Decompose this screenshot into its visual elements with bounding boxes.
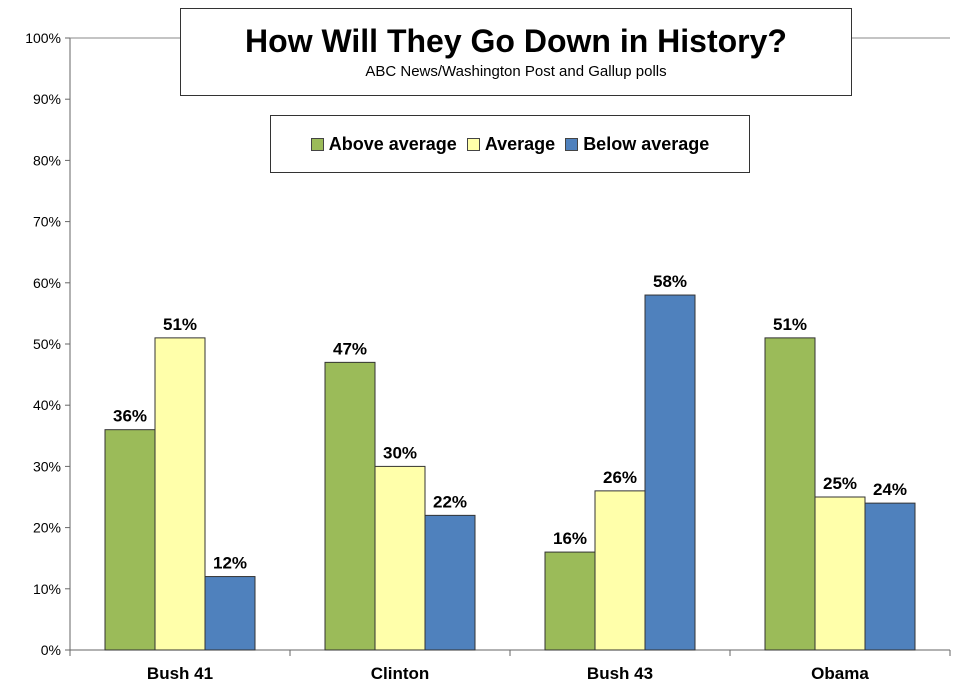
bars — [104, 294, 916, 651]
x-tick-label: Obama — [811, 664, 869, 683]
y-tick-label: 70% — [33, 214, 61, 230]
bar — [204, 576, 256, 651]
data-label: 47% — [333, 339, 367, 358]
legend-swatch-above-average — [310, 137, 324, 151]
data-label: 24% — [873, 480, 907, 499]
x-tick-label: Clinton — [371, 664, 430, 683]
bar — [814, 496, 866, 651]
data-label: 26% — [603, 468, 637, 487]
legend-label-below-average: Below average — [583, 133, 710, 154]
legend-label-above-average: Above average — [328, 133, 457, 154]
x-tick-label: Bush 41 — [147, 664, 213, 683]
data-label: 12% — [213, 554, 247, 573]
data-label: 51% — [163, 315, 197, 334]
bar — [154, 337, 206, 651]
data-label: 16% — [553, 529, 587, 548]
y-tick-label: 30% — [33, 458, 61, 474]
y-tick-label: 80% — [33, 152, 61, 168]
title-box: How Will They Go Down in History? ABC Ne… — [180, 8, 852, 96]
legend-swatch-average — [466, 137, 480, 151]
bar — [594, 490, 646, 651]
data-label: 58% — [653, 272, 687, 291]
x-tick-label: Bush 43 — [587, 664, 653, 683]
chart-subtitle: ABC News/Washington Post and Gallup poll… — [365, 63, 667, 80]
y-tick-label: 10% — [33, 581, 61, 597]
bar — [324, 361, 376, 651]
legend-item-average: Average — [466, 133, 556, 155]
legend-label-average: Average — [484, 133, 556, 154]
y-tick-label: 60% — [33, 275, 61, 291]
y-tick-label: 40% — [33, 397, 61, 413]
data-label: 30% — [383, 443, 417, 462]
bar — [544, 551, 596, 651]
bar — [864, 502, 916, 651]
chart-title: How Will They Go Down in History? — [245, 23, 787, 59]
bar — [104, 429, 156, 651]
data-label: 51% — [773, 315, 807, 334]
legend-item-above-average: Above average — [310, 133, 457, 155]
bar — [764, 337, 816, 651]
bar — [644, 294, 696, 651]
y-tick-label: 100% — [25, 30, 61, 46]
y-tick-label: 50% — [33, 336, 61, 352]
data-label: 36% — [113, 407, 147, 426]
y-tick-label: 90% — [33, 91, 61, 107]
labels: 36% 51% 12% 47% 30% 22% 16% 26% 58% 51% 25% 24% — [113, 272, 907, 573]
bar — [424, 514, 476, 651]
data-label: 25% — [823, 474, 857, 493]
y-tick-label: 0% — [41, 642, 61, 658]
bar — [374, 465, 426, 651]
y-tick-label: 20% — [33, 520, 61, 536]
data-label: 22% — [433, 492, 467, 511]
legend-swatch-below-average — [565, 137, 579, 151]
axes: 0% 10% 20% 30% 40% 50% 60% 70% 80% 90% 100% Bush 41… — [25, 30, 951, 683]
legend: Above average Average Below average — [270, 115, 750, 173]
legend-item-below-average: Below average — [565, 134, 709, 155]
